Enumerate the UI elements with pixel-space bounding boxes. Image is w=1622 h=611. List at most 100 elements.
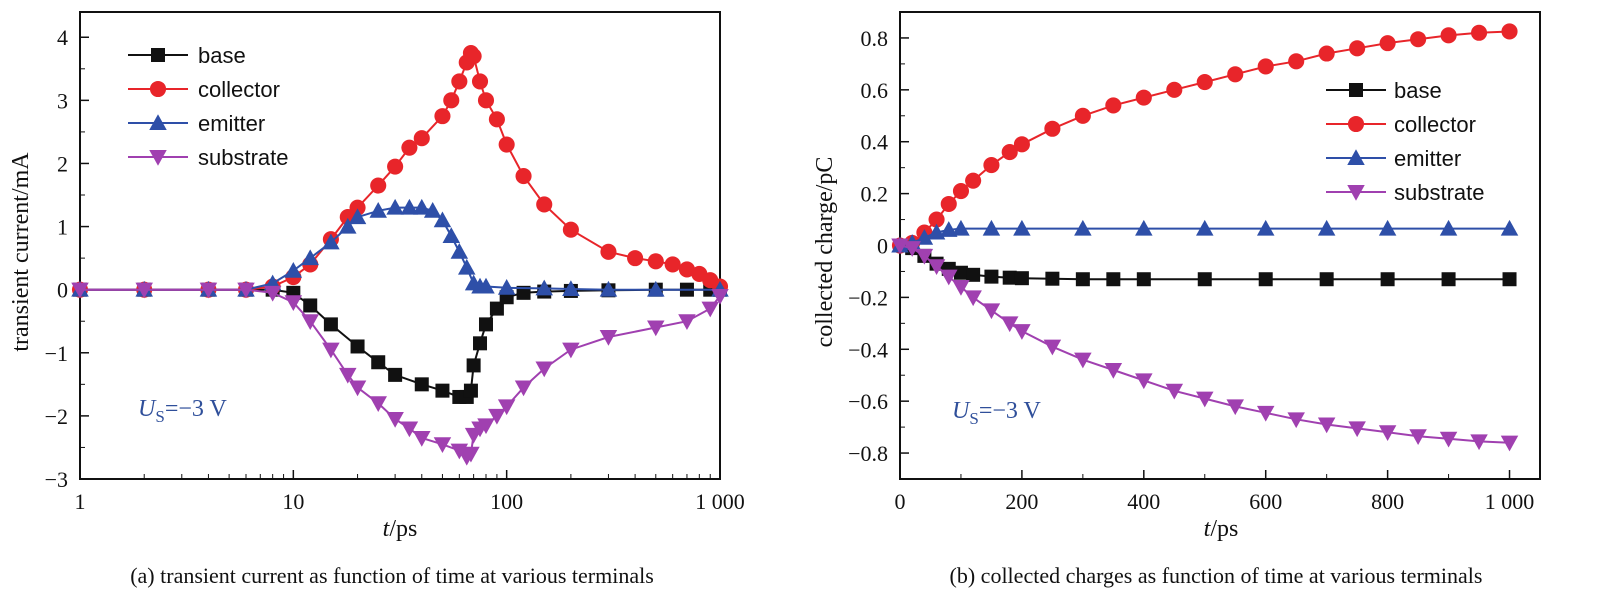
data-point-substrate [1135,373,1153,390]
axis-ticks-a: 1 10 100 1 000 −3 −2 −1 0 1 2 3 4 [45,25,745,514]
y-tick-label-a: −2 [45,404,68,429]
data-point-substrate [1439,431,1458,448]
data-point-base [1075,272,1090,287]
data-point-emitter [386,198,404,215]
y-tick-label-b: −0.8 [848,441,888,466]
x-tick-label-b: 1 000 [1485,489,1535,514]
data-point-emitter [284,261,303,278]
x-axis-title-rest-a: /ps [389,516,417,542]
data-point-collector [1074,107,1091,124]
data-point-collector [1410,31,1427,48]
caption-b: (b) collected charges as function of tim… [950,563,1483,588]
data-point-collector [465,48,482,65]
data-point-emitter [400,198,419,215]
data-point-emitter [952,219,970,236]
data-point-collector [443,92,460,109]
data-point-substrate [477,418,495,435]
chart-b: 0 200 400 600 800 1 000 −0.8 −0.6 −0.4 −0.2 0 0.2 0.… [812,11,1541,588]
data-point-collector [413,130,430,147]
chart-a: 1 10 100 1 000 −3 −2 −1 0 1 2 3 4 base collector emit… [8,11,745,588]
annotation-italic-a: U [138,396,157,422]
y-tick-label-b: 0.6 [861,78,889,103]
x-tick-label-b: 200 [1005,489,1038,514]
data-point-emitter [301,249,319,266]
data-point-substrate [562,342,580,359]
annotation-b: US=−3 V [952,398,1041,428]
data-point-substrate [433,437,452,454]
y-tick-label-a: 0 [57,278,68,303]
data-point-collector [1470,24,1488,41]
legend-marker-substrate [1347,185,1365,201]
data-point-collector [1044,120,1061,137]
data-point-emitter [423,202,442,218]
data-point-base [1441,272,1456,287]
data-point-substrate [1287,412,1305,429]
x-tick-label-a: 1 000 [695,489,745,514]
data-point-base [1380,272,1395,287]
data-point-emitter [433,211,452,228]
legend-label-base: base [1394,78,1442,103]
data-point-base [1319,272,1334,287]
data-point-collector [451,73,468,90]
data-point-base [473,336,488,351]
x-axis-title-rest-b: /ps [1210,516,1238,542]
legend-marker-collector [1347,115,1365,133]
data-point-collector [1257,58,1274,75]
legend-label-collector: collector [1394,112,1476,137]
data-point-collector [370,177,387,194]
legend-marker-substrate [149,150,167,166]
data-point-substrate [1226,399,1244,416]
x-tick-label-a: 10 [282,489,304,514]
y-tick-label-b: 0.2 [861,182,889,207]
legend-marker-collector [149,80,167,98]
data-point-substrate [1000,316,1019,333]
data-point-substrate [1317,417,1336,434]
data-point-substrate [701,301,719,318]
data-point-collector [349,199,366,216]
series-group-b [891,23,1519,452]
y-axis-title-a: transient current/mA [8,152,34,352]
annotation-italic-b: U [952,398,971,424]
series-base-a [73,282,727,404]
data-point-collector [952,182,970,200]
data-point-emitter [322,233,340,250]
data-point-substrate [647,320,665,337]
data-point-collector [477,92,495,109]
x-tick-label-a: 1 [75,489,86,514]
series-line-emitter [80,206,720,291]
data-point-substrate [1500,435,1519,452]
data-point-base [966,267,981,282]
data-point-emitter [1378,219,1397,236]
data-point-collector [488,111,505,128]
legend-item-base: base [1326,78,1442,103]
series-collector-a [71,44,729,298]
y-tick-label-a: 4 [57,25,68,50]
data-point-substrate [927,259,946,276]
data-point-substrate [199,282,218,299]
data-point-emitter [1256,219,1275,236]
data-point-collector [471,73,489,90]
series-emitter-b [891,219,1519,253]
data-point-emitter [497,279,516,295]
data-point-collector [664,256,681,273]
data-point-substrate [1074,352,1092,369]
data-point-emitter [477,277,495,294]
data-point-collector [940,195,957,213]
data-point-base [323,317,338,332]
legend-label-emitter: emitter [1394,146,1461,171]
series-substrate-a [71,282,729,466]
data-point-collector [647,253,664,270]
data-point-base [516,285,531,300]
legend-item-emitter: emitter [1326,146,1461,171]
data-point-emitter [339,217,357,234]
annotation-sub-a: S [155,407,164,426]
legend-item-emitter: emitter [128,111,265,136]
data-point-base [1258,272,1273,287]
data-point-emitter [1074,219,1092,236]
data-point-emitter [450,243,469,259]
data-point-substrate [599,330,618,346]
x-axis-title-italic-a: t [383,516,391,542]
data-point-base [350,339,365,354]
y-tick-label-a: 2 [57,151,68,176]
data-point-substrate [915,248,934,265]
